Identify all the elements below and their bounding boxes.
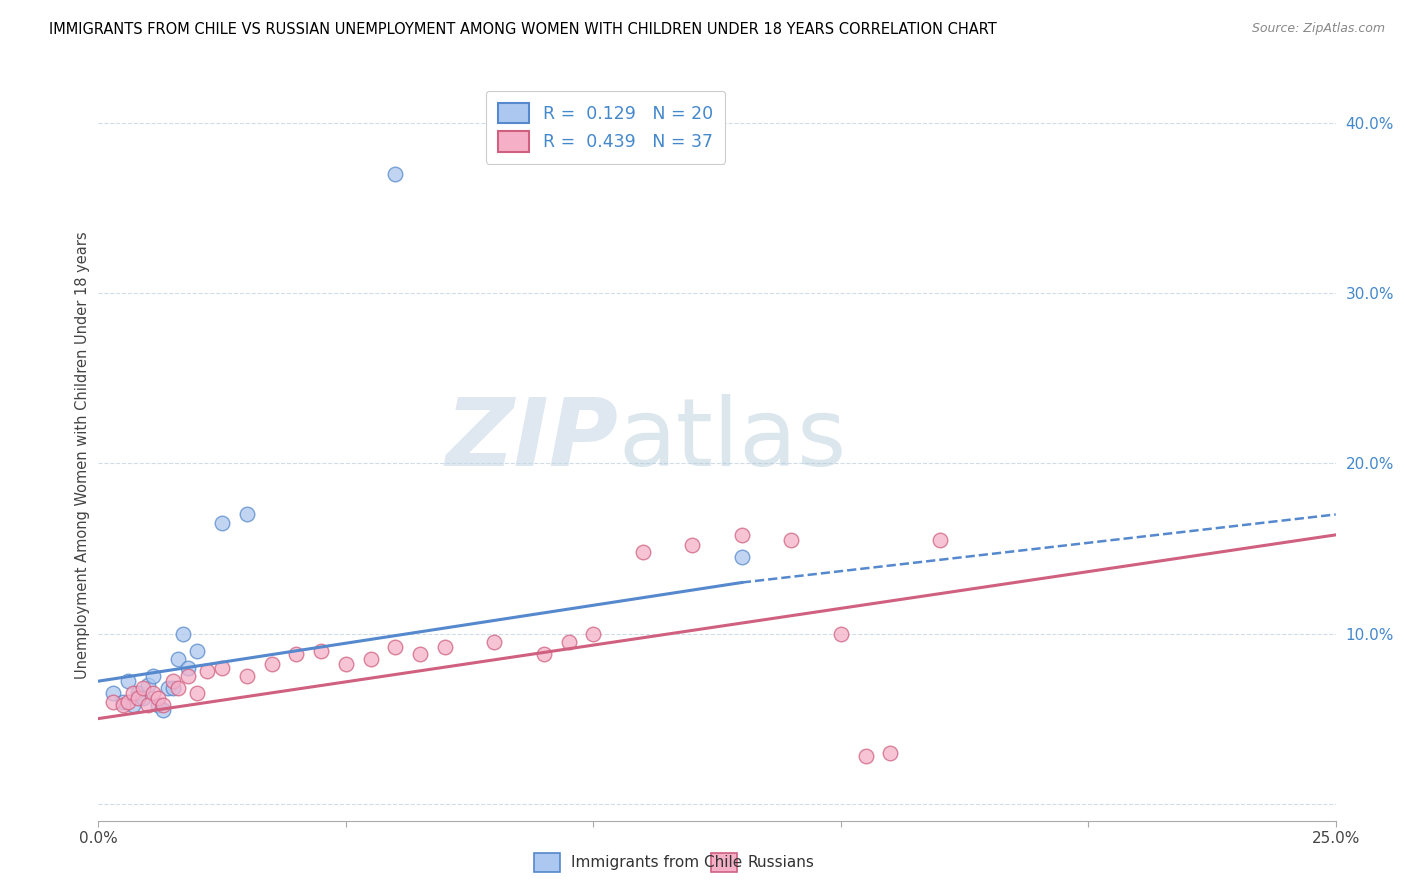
Point — [103, 686, 125, 700]
Text: ZIP: ZIP — [446, 394, 619, 486]
Point — [260, 657, 283, 672]
Point — [309, 643, 332, 657]
Point — [132, 691, 155, 706]
Point — [152, 698, 174, 712]
Point — [211, 660, 233, 674]
Point — [855, 749, 877, 764]
Point — [122, 698, 145, 712]
Point — [211, 516, 233, 530]
Text: Immigrants from Chile: Immigrants from Chile — [571, 855, 742, 870]
Point — [112, 695, 135, 709]
Point — [136, 677, 159, 691]
Point — [384, 640, 406, 654]
Point — [830, 626, 852, 640]
Point — [152, 703, 174, 717]
Point — [285, 647, 308, 661]
Point — [195, 664, 218, 678]
Point — [127, 686, 149, 700]
Point — [533, 647, 555, 661]
Point — [127, 691, 149, 706]
Text: Source: ZipAtlas.com: Source: ZipAtlas.com — [1251, 22, 1385, 36]
Text: IMMIGRANTS FROM CHILE VS RUSSIAN UNEMPLOYMENT AMONG WOMEN WITH CHILDREN UNDER 18: IMMIGRANTS FROM CHILE VS RUSSIAN UNEMPLO… — [49, 22, 997, 37]
Point — [236, 508, 259, 522]
Point — [112, 698, 135, 712]
Point — [103, 695, 125, 709]
Point — [731, 528, 754, 542]
Point — [146, 691, 169, 706]
Point — [162, 681, 184, 695]
Point — [172, 626, 194, 640]
Point — [236, 669, 259, 683]
Point — [186, 643, 208, 657]
Point — [117, 695, 139, 709]
Point — [360, 652, 382, 666]
Text: Russians: Russians — [748, 855, 815, 870]
Point — [142, 669, 165, 683]
Point — [176, 669, 198, 683]
Point — [631, 545, 654, 559]
Point — [122, 686, 145, 700]
Point — [433, 640, 456, 654]
Text: atlas: atlas — [619, 394, 846, 486]
Point — [166, 681, 188, 695]
Point — [879, 746, 901, 760]
Legend: R =  0.129   N = 20, R =  0.439   N = 37: R = 0.129 N = 20, R = 0.439 N = 37 — [486, 91, 725, 163]
Point — [582, 626, 605, 640]
Point — [384, 167, 406, 181]
Point — [557, 635, 579, 649]
Point — [136, 698, 159, 712]
Point — [146, 698, 169, 712]
Point — [681, 538, 703, 552]
Point — [186, 686, 208, 700]
Point — [928, 533, 950, 547]
Point — [335, 657, 357, 672]
Point — [484, 635, 506, 649]
Point — [117, 674, 139, 689]
Point — [176, 660, 198, 674]
Point — [731, 549, 754, 564]
Point — [780, 533, 803, 547]
Point — [142, 686, 165, 700]
Point — [132, 681, 155, 695]
Point — [162, 674, 184, 689]
Point — [156, 681, 179, 695]
Y-axis label: Unemployment Among Women with Children Under 18 years: Unemployment Among Women with Children U… — [75, 231, 90, 679]
Point — [166, 652, 188, 666]
Point — [409, 647, 432, 661]
